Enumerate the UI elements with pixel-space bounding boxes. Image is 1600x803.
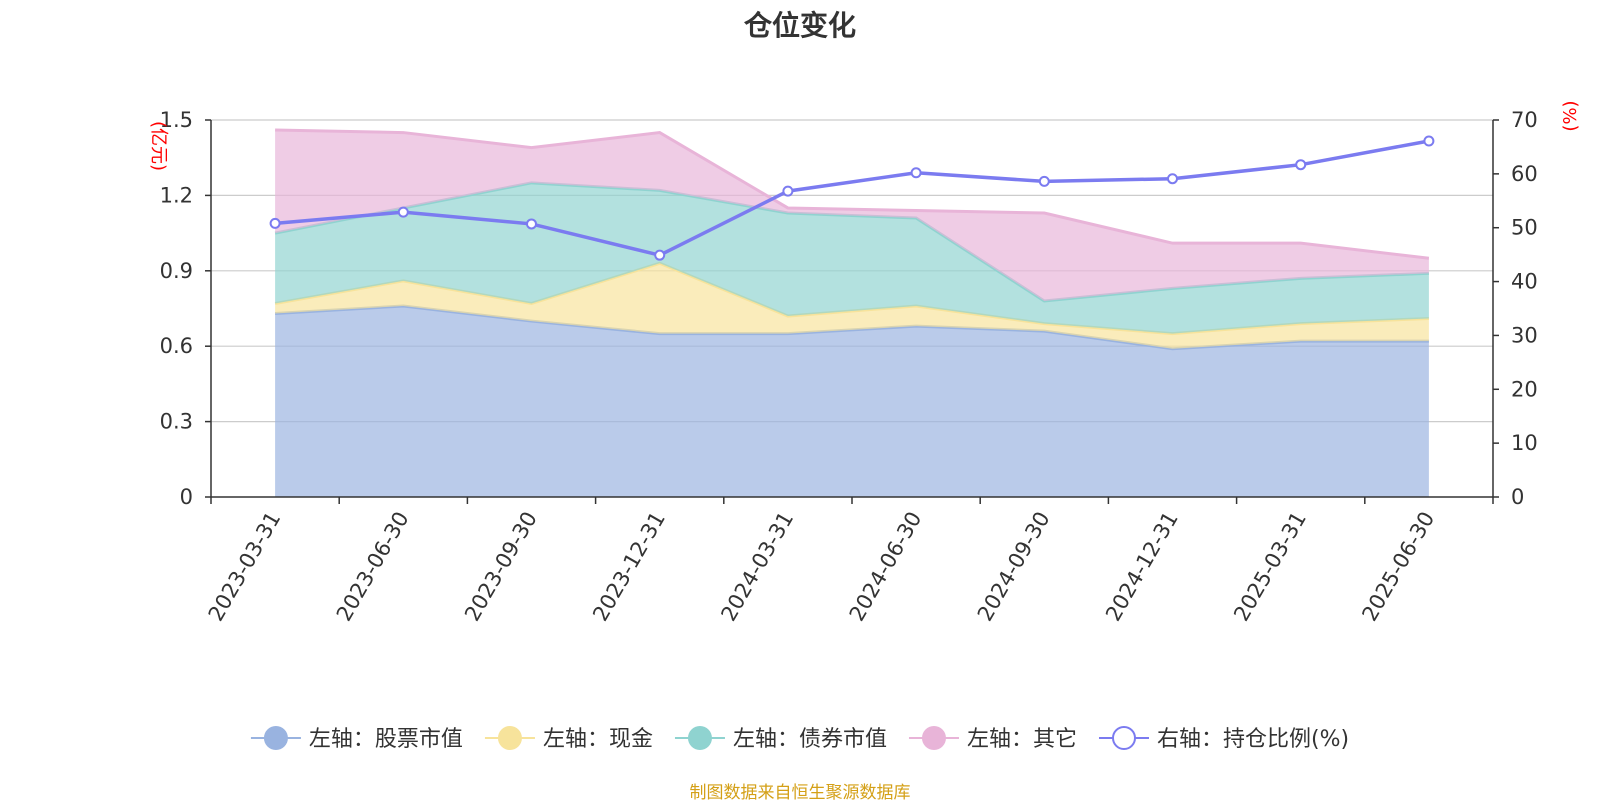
right-tick-label: 30 [1511,323,1538,347]
x-tick-label: 2023-12-31 [588,508,670,626]
source-note: 制图数据来自恒生聚源数据库 [689,783,911,803]
ratio-point [1167,173,1178,185]
legend: 左轴：股票市值 左轴：现金 左轴：债券市值 左轴：其它 右轴：持仓比例(%) [250,726,1349,752]
x-tick-label: 2024-06-30 [845,508,927,626]
right-tick-label: 70 [1511,108,1538,132]
legend-label: 左轴：其它 [967,727,1077,752]
right-tick-label: 0 [1511,485,1524,509]
ratio-point [654,249,666,261]
legend-label: 左轴：股票市值 [309,727,463,752]
legend-item: 右轴：持仓比例(%) [1098,726,1349,752]
ratio-point [397,206,409,218]
legend-swatch-marker [921,726,946,750]
right-tick-label: 10 [1511,431,1538,455]
ratio-point [526,218,537,230]
ratio-point [269,217,281,229]
ratio-point [1038,175,1050,187]
left-tick-label: 0.3 [160,410,193,434]
legend-item: 左轴：其它 [908,726,1077,752]
area-other [275,130,1429,301]
left-tick-label: 0.9 [160,259,193,283]
ratio-point [1423,135,1435,147]
x-tick-label: 2024-03-31 [716,508,798,626]
legend-item: 左轴：债券市值 [674,726,887,752]
legend-label: 左轴：债券市值 [733,727,887,752]
legend-swatch-marker [497,726,522,750]
x-tick-label: 2023-03-31 [204,508,286,626]
legend-swatch-marker [263,726,288,750]
legend-swatch-marker [687,726,712,750]
left-axis-unit: (亿元) [148,121,169,171]
right-axis-unit: (%) [1560,100,1581,131]
right-tick-label: 20 [1511,377,1538,401]
x-tick-label: 2025-03-31 [1229,508,1311,626]
ratio-line-series [269,135,1435,261]
x-tick-label: 2024-12-31 [1101,508,1183,626]
area-edge-other [275,128,1430,260]
left-tick-label: 1.2 [160,183,193,207]
left-tick-label: 0.6 [160,334,193,358]
legend-swatch-marker [1111,726,1136,750]
right-tick-label: 60 [1511,162,1538,186]
area-stock [275,305,1429,497]
right-tick-label: 50 [1511,216,1538,240]
ratio-point [910,167,922,179]
left-tick-label: 1.5 [160,108,193,132]
legend-item: 左轴：股票市值 [250,726,463,752]
ratio-line [274,139,1430,258]
right-tick-label: 40 [1511,270,1538,294]
area-cash [275,263,1429,349]
ratio-point [1295,159,1307,171]
x-tick-label: 2023-09-30 [460,508,542,626]
ratio-point [782,185,794,197]
chart-title: 仓位变化 [743,9,856,42]
legend-item: 左轴：现金 [484,726,653,752]
x-tick-label: 2023-06-30 [332,508,414,626]
x-tick-label: 2025-06-30 [1357,508,1439,626]
area-series [274,128,1430,497]
left-tick-label: 0 [180,485,193,509]
area-bond [275,182,1429,334]
legend-label: 左轴：现金 [543,727,653,752]
legend-label: 右轴：持仓比例(%) [1157,727,1349,752]
x-tick-label: 2024-09-30 [973,508,1055,626]
